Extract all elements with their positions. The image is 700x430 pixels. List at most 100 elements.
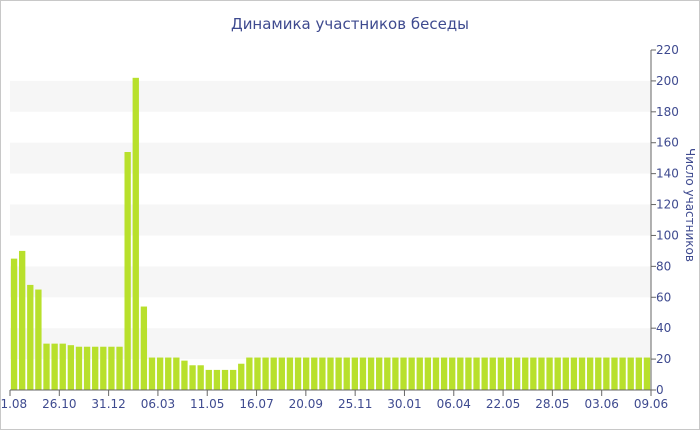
bar [156, 357, 164, 390]
x-tick-label: 31.12 [91, 397, 125, 411]
bar [51, 343, 58, 390]
bar [400, 357, 407, 390]
bar [619, 357, 626, 390]
grid-band [10, 204, 651, 236]
bar [181, 360, 188, 390]
bar [19, 250, 26, 390]
y-tick-label: 80 [656, 259, 671, 273]
bar [449, 357, 456, 390]
bar [432, 357, 440, 390]
bar [546, 357, 553, 390]
bar [562, 357, 569, 390]
x-tick-label: 03.06 [585, 397, 619, 411]
bar [570, 357, 578, 390]
y-tick-label: 0 [656, 383, 664, 397]
bar [457, 357, 464, 390]
bar [505, 357, 513, 390]
x-tick-label: 25.11 [338, 397, 372, 411]
x-tick-label: 21.08 [0, 397, 27, 411]
bar [294, 357, 302, 390]
y-tick-label: 180 [656, 105, 679, 119]
y-tick-label: 60 [656, 290, 671, 304]
bar [343, 357, 350, 390]
bar [262, 357, 269, 390]
x-tick-label: 20.09 [289, 397, 323, 411]
bar [10, 258, 18, 390]
y-tick-label: 40 [656, 321, 671, 335]
bar [116, 346, 123, 390]
bar [497, 357, 505, 390]
bar [75, 346, 83, 390]
bar [513, 357, 521, 390]
x-tick-label: 11.05 [190, 397, 224, 411]
bar [238, 363, 245, 390]
y-tick-label: 160 [656, 136, 679, 150]
x-tick-label: 22.05 [486, 397, 520, 411]
bar [189, 365, 196, 390]
bar [100, 346, 107, 390]
x-tick-label: 06.03 [141, 397, 175, 411]
y-tick-label: 200 [656, 74, 679, 88]
bar [595, 357, 602, 390]
bar [165, 357, 172, 390]
x-tick-label: 06.04 [437, 397, 471, 411]
y-tick-label: 20 [656, 352, 671, 366]
bar [286, 357, 294, 390]
x-tick-label: 26.10 [42, 397, 76, 411]
bar [586, 357, 594, 390]
bar [522, 357, 529, 390]
bar [173, 357, 180, 390]
bar [270, 357, 277, 390]
grid-bands [10, 80, 651, 360]
bar [140, 306, 148, 390]
bar [440, 357, 448, 390]
y-tick-label: 220 [656, 43, 679, 57]
bar [335, 357, 342, 390]
y-tick-label: 140 [656, 167, 679, 181]
bar [530, 357, 537, 390]
bar [124, 152, 131, 390]
bar [213, 369, 221, 390]
y-tick-label: 100 [656, 228, 679, 242]
bar [473, 357, 480, 390]
bar [627, 357, 634, 390]
bar [311, 357, 318, 390]
bar [481, 357, 488, 390]
bar [254, 357, 261, 390]
bar [278, 357, 285, 390]
bar [302, 357, 310, 390]
bar [92, 346, 99, 390]
bar [408, 357, 415, 390]
bar [67, 345, 75, 390]
grid-band [10, 80, 651, 112]
bar [384, 357, 391, 390]
x-tick-label: 09.06 [634, 397, 668, 411]
bar [327, 357, 334, 390]
bar [635, 357, 642, 390]
bar [578, 357, 586, 390]
bar [205, 369, 212, 390]
bar [611, 357, 618, 390]
bar [108, 346, 115, 390]
y-ticks: 0 20 40 60 80 100 120 140 160 180 200 220 [651, 43, 679, 397]
x-tick-label: 16.07 [239, 397, 273, 411]
bar [83, 346, 91, 390]
bar [416, 357, 423, 390]
bar [603, 357, 610, 390]
bar [43, 343, 50, 390]
bar [554, 357, 561, 390]
bar [319, 357, 326, 390]
bar [643, 357, 651, 390]
bars [10, 77, 651, 391]
bar [392, 357, 399, 390]
bar [489, 357, 496, 390]
chart-title: Динамика участников беседы [231, 15, 469, 33]
bar [132, 77, 139, 391]
x-tick-label: 30.01 [387, 397, 421, 411]
grid-band [10, 142, 651, 174]
bar [359, 357, 367, 390]
x-tick-label: 28.05 [535, 397, 569, 411]
bar [27, 284, 34, 390]
bar [538, 357, 545, 390]
bar [376, 357, 383, 390]
